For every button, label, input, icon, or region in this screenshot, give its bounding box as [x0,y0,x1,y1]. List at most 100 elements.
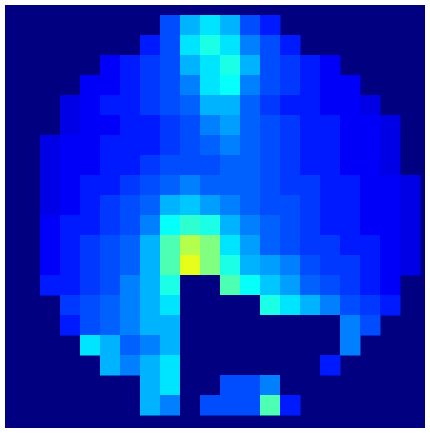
heatmap-cell [160,315,181,336]
heatmap-cell [40,175,61,196]
heatmap-cell [260,215,281,236]
heatmap-cell [340,315,361,336]
heatmap-cell [180,75,201,96]
heatmap-cell [200,375,221,396]
heatmap-cell [40,235,61,256]
heatmap-cell [140,235,161,256]
heatmap-cell [280,95,301,116]
heatmap-cell [160,15,181,36]
heatmap-cell [300,315,321,336]
heatmap-cell [320,195,341,216]
heatmap-cell [60,315,81,336]
heatmap-cell [280,135,301,156]
heatmap-cell [380,215,401,236]
heatmap-cell [180,295,201,316]
heatmap-cell [240,55,261,76]
heatmap-cell [220,395,241,416]
heatmap-cell [300,255,321,276]
heatmap-cell [240,95,261,116]
heatmap-cell [240,75,261,96]
heatmap-cell [100,175,121,196]
heatmap-cell [200,195,221,216]
heatmap-cell [100,275,121,296]
heatmap-cell [220,135,241,156]
heatmap-cell [180,255,201,276]
heatmap-cell [140,355,161,376]
heatmap-cell [380,135,401,156]
heatmap-cell [200,255,221,276]
heatmap-cell [200,295,221,316]
heatmap-cell [120,55,141,76]
heatmap-cell [80,135,101,156]
heatmap-cell [240,315,261,336]
heatmap-cell [260,235,281,256]
heatmap-cell [40,255,61,276]
heatmap-cell [300,235,321,256]
heatmap-cell [200,235,221,256]
heatmap-cell [60,295,81,316]
heatmap-cell [140,35,161,56]
heatmap-cell [360,235,381,256]
heatmap-cell [100,55,121,76]
heatmap-cell [180,215,201,236]
heatmap-cell [320,75,341,96]
heatmap-cell [340,175,361,196]
heatmap-cell [100,195,121,216]
heatmap-cell [400,175,421,196]
heatmap-cell [240,395,261,416]
heatmap-cell [260,155,281,176]
heatmap-cell [180,315,201,336]
heatmap-cell [320,95,341,116]
heatmap-cell [240,235,261,256]
heatmap-cell [220,55,241,76]
heatmap-cell [40,215,61,236]
heatmap-cell [160,95,181,116]
heatmap-cell [100,215,121,236]
heatmap-cell [300,75,321,96]
heatmap-cell [160,375,181,396]
heatmap-cell [160,175,181,196]
heatmap-cell [280,195,301,216]
heatmap-cell [140,75,161,96]
heatmap-cell [320,235,341,256]
heatmap-cell [180,35,201,56]
heatmap-cell [260,335,281,356]
heatmap-cell [140,95,161,116]
heatmap-cell [220,95,241,116]
heatmap-cell [100,335,121,356]
heatmap-cell [220,115,241,136]
heatmap-cell [280,275,301,296]
heatmap-cell [220,235,241,256]
heatmap-cell [200,135,221,156]
heatmap-cell [340,75,361,96]
heatmap-cell [240,275,261,296]
heatmap-cell [400,235,421,256]
heatmap-cell [80,155,101,176]
heatmap-cell [120,295,141,316]
heatmap-cell [120,355,141,376]
heatmap-cell [200,15,221,36]
heatmap-cell [180,375,201,396]
heatmap-cell [300,115,321,136]
heatmap-cell [360,155,381,176]
heatmap-cell [280,55,301,76]
heatmap-cell [320,255,341,276]
heatmap-cell [340,195,361,216]
heatmap-cell [160,115,181,136]
heatmap-cell [120,115,141,136]
heatmap-cell [260,275,281,296]
heatmap-cell [400,255,421,276]
heatmap-cell [280,75,301,96]
heatmap-cell [360,315,381,336]
heatmap-cell [380,255,401,276]
heatmap-cell [80,335,101,356]
heatmap-cell [260,15,281,36]
heatmap-cell [140,275,161,296]
heatmap-cell [200,115,221,136]
heatmap-cell [200,155,221,176]
heatmap-cell [340,95,361,116]
heatmap-cell [260,55,281,76]
heatmap-cell [100,295,121,316]
heatmap-cell [140,375,161,396]
heatmap-cell [80,175,101,196]
